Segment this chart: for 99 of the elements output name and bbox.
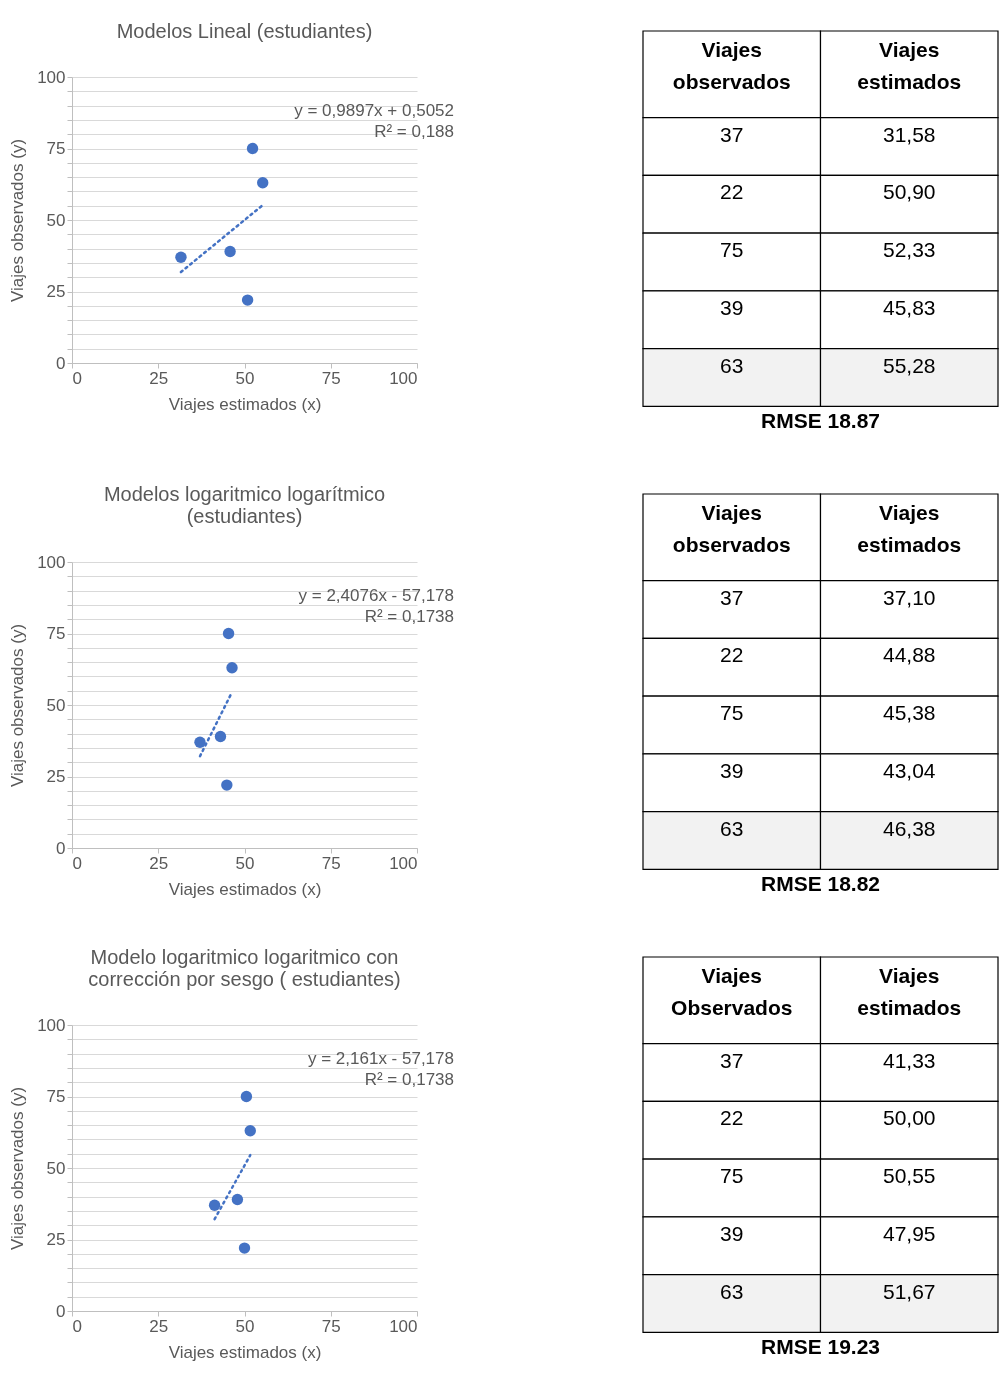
x-tick-label: 75: [321, 853, 341, 873]
y-tick-label: 25: [46, 767, 66, 786]
annotation: R² = 0,188: [374, 122, 454, 141]
x-tick-label: 25: [149, 853, 169, 873]
x-tick-label: 0: [72, 368, 82, 388]
text: 63: [720, 1279, 744, 1303]
category-label: Viajes observados: [672, 500, 791, 556]
text: 44,88: [882, 643, 936, 667]
y-tick-label: 100: [37, 552, 66, 572]
y-axis-title: Viajes observados (y): [8, 1086, 28, 1251]
y-tick-label: 25: [46, 282, 66, 301]
x-axis-title: Viajes estimados (x): [168, 879, 322, 899]
text: 22: [720, 1106, 744, 1130]
category-label: Viajes estimados: [857, 500, 962, 556]
x-tick-label: 75: [321, 1316, 341, 1336]
chart-title: Modelos logaritmico logarítmico (estudiantes): [103, 483, 386, 527]
text: 75: [720, 1164, 744, 1188]
point: [226, 662, 238, 674]
point: [241, 294, 254, 306]
text: 22: [720, 180, 744, 204]
point: [244, 1125, 256, 1137]
text: 51,67: [882, 1279, 936, 1303]
category-label: Viajes estimados: [857, 963, 962, 1019]
x-tick-label: 75: [321, 368, 341, 388]
text: 45,38: [882, 701, 936, 725]
annotation: y = 0,9897x + 0,5052: [294, 101, 454, 120]
annotation: R² = 0,1738: [364, 1070, 454, 1089]
annotation: R² = 0,1738: [364, 607, 454, 626]
point: [246, 142, 259, 155]
x-tick-label: 100: [389, 368, 418, 388]
text: 75: [720, 701, 744, 725]
point: [257, 177, 269, 189]
point: [222, 627, 235, 640]
y-tick-label: 75: [46, 624, 66, 643]
category-label: Viajes Observados: [671, 963, 793, 1019]
text: 22: [720, 643, 744, 667]
chart-title: Modelos Lineal (estudiantes): [116, 20, 373, 42]
text: 47,95: [882, 1221, 936, 1245]
x-tick-label: 100: [389, 1316, 418, 1336]
text: 75: [720, 238, 744, 262]
y-tick-label: 75: [46, 139, 66, 158]
y-tick-label: 75: [46, 1087, 66, 1106]
y-tick-label: 50: [46, 1158, 66, 1178]
text: 43,04: [882, 758, 936, 782]
x-tick-label: 50: [235, 853, 255, 873]
category-label: Viajes observados: [672, 37, 791, 93]
text: 39: [720, 758, 744, 782]
y-tick-label: 0: [56, 1301, 66, 1321]
x-tick-label: 0: [72, 1316, 82, 1336]
category-label: Viajes estimados: [857, 37, 962, 93]
text: 63: [720, 816, 744, 840]
text: 52,33: [882, 238, 936, 262]
text: 37,10: [882, 585, 936, 609]
x-tick-label: 25: [149, 368, 169, 388]
y-tick-label: 50: [46, 210, 66, 230]
y-tick-label: 25: [46, 1230, 66, 1249]
text: 39: [720, 1221, 744, 1245]
text: 31,58: [882, 122, 936, 146]
chart-title: Modelo logaritmico logaritmico con corrección por sesgo ( estudiantes): [88, 946, 401, 990]
point: [238, 1242, 251, 1254]
text: 41,33: [882, 1048, 936, 1072]
text: 50,00: [882, 1106, 936, 1130]
x-tick-label: 100: [389, 853, 418, 873]
x-axis-title: Viajes estimados (x): [168, 394, 322, 414]
x-tick-label: 50: [235, 368, 255, 388]
point: [208, 1199, 221, 1211]
text: RMSE 18.82: [760, 871, 881, 895]
text: 46,38: [882, 816, 936, 840]
text: 50,90: [882, 180, 936, 204]
point: [240, 1090, 253, 1103]
y-tick-label: 100: [37, 1015, 66, 1035]
annotation: y = 2,4076x - 57,178: [298, 586, 454, 605]
annotation: y = 2,161x - 57,178: [307, 1049, 454, 1068]
y-axis-title: Viajes observados (y): [8, 623, 28, 788]
point: [175, 251, 187, 263]
x-tick-label: 25: [149, 1316, 169, 1336]
text: 39: [720, 295, 744, 319]
text: 37: [720, 1048, 744, 1072]
point: [231, 1193, 244, 1206]
text: 37: [720, 122, 744, 146]
point: [221, 779, 233, 791]
y-tick-label: 50: [46, 695, 66, 715]
y-axis-title: Viajes observados (y): [8, 138, 28, 303]
y-tick-label: 100: [37, 67, 66, 87]
x-tick-label: 0: [72, 853, 82, 873]
y-tick-label: 0: [56, 838, 66, 858]
text: 45,83: [882, 295, 936, 319]
point: [224, 245, 236, 258]
x-tick-label: 50: [235, 1316, 255, 1336]
y-tick-label: 0: [56, 353, 66, 373]
text: 55,28: [882, 353, 936, 377]
text: RMSE 19.23: [760, 1334, 881, 1358]
text: 50,55: [882, 1164, 936, 1188]
text: RMSE 18.87: [760, 408, 881, 432]
text: 37: [720, 585, 744, 609]
text: 63: [720, 353, 744, 377]
x-axis-title: Viajes estimados (x): [168, 1342, 322, 1362]
point: [214, 730, 227, 743]
point: [194, 736, 206, 748]
